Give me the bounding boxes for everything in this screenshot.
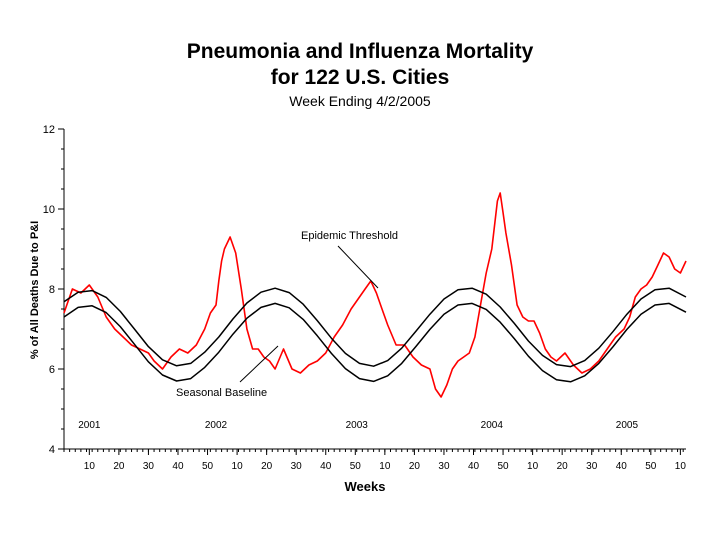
x-tick-label: 50: [645, 461, 657, 472]
x-tick-label: 30: [586, 461, 598, 472]
pi-mortality-line: [63, 192, 687, 398]
chart-subtitle: Week Ending 4/2/2005: [289, 93, 431, 109]
chart-title: Pneumonia and Influenza Mortality: [186, 40, 534, 63]
threshold-label: Epidemic Threshold: [301, 230, 398, 242]
season-label-2001: 2001: [78, 420, 101, 431]
x-tick-label: 40: [468, 461, 480, 472]
x-tick-label: 10: [675, 461, 687, 472]
chart-title-line2: for 122 U.S. Cities: [270, 66, 450, 89]
y-tick-label: 8: [49, 284, 55, 296]
x-tick-label: 10: [379, 461, 391, 472]
season-label-2003: 2003: [346, 420, 369, 431]
x-tick-label: 10: [232, 461, 244, 472]
threshold-leader-line: [337, 245, 379, 289]
x-tick-label: 20: [557, 461, 569, 472]
series-layer: [63, 192, 687, 398]
seasonal-baseline-line: [63, 302, 687, 383]
epidemic-threshold-line: [63, 287, 687, 368]
season-label-2005: 2005: [616, 420, 639, 431]
x-tick-label: 40: [172, 461, 184, 472]
x-tick-label: 10: [84, 461, 96, 472]
x-tick-label: 50: [202, 461, 214, 472]
season-label-2002: 2002: [205, 420, 228, 431]
x-tick-label: 30: [291, 461, 303, 472]
x-tick-label: 30: [438, 461, 450, 472]
baseline-leader-line: [239, 345, 279, 383]
y-tick-label: 6: [49, 364, 55, 376]
season-label-2004: 2004: [481, 420, 504, 431]
axes: 4 6 8 10 12 10 20 30 40 50 10 20 30 40 50 10 20 30 40 50 10 2…: [43, 124, 687, 472]
x-tick-label: 40: [616, 461, 628, 472]
y-tick-label: 4: [49, 444, 55, 456]
x-axis-label: Weeks: [345, 479, 386, 494]
y-tick-label: 12: [43, 124, 55, 136]
annotation-layer: Epidemic Threshold Seasonal Baseline: [176, 230, 398, 399]
x-tick-label: 20: [261, 461, 273, 472]
x-tick-label: 20: [113, 461, 125, 472]
x-tick-label: 40: [320, 461, 332, 472]
x-tick-label: 10: [527, 461, 539, 472]
x-tick-label: 50: [350, 461, 362, 472]
x-tick-label: 30: [143, 461, 155, 472]
y-tick-label: 10: [43, 204, 55, 216]
baseline-label: Seasonal Baseline: [176, 387, 267, 399]
y-axis-label: % of All Deaths Due to P&I: [29, 221, 41, 359]
x-tick-label: 50: [497, 461, 509, 472]
x-tick-label: 20: [409, 461, 421, 472]
